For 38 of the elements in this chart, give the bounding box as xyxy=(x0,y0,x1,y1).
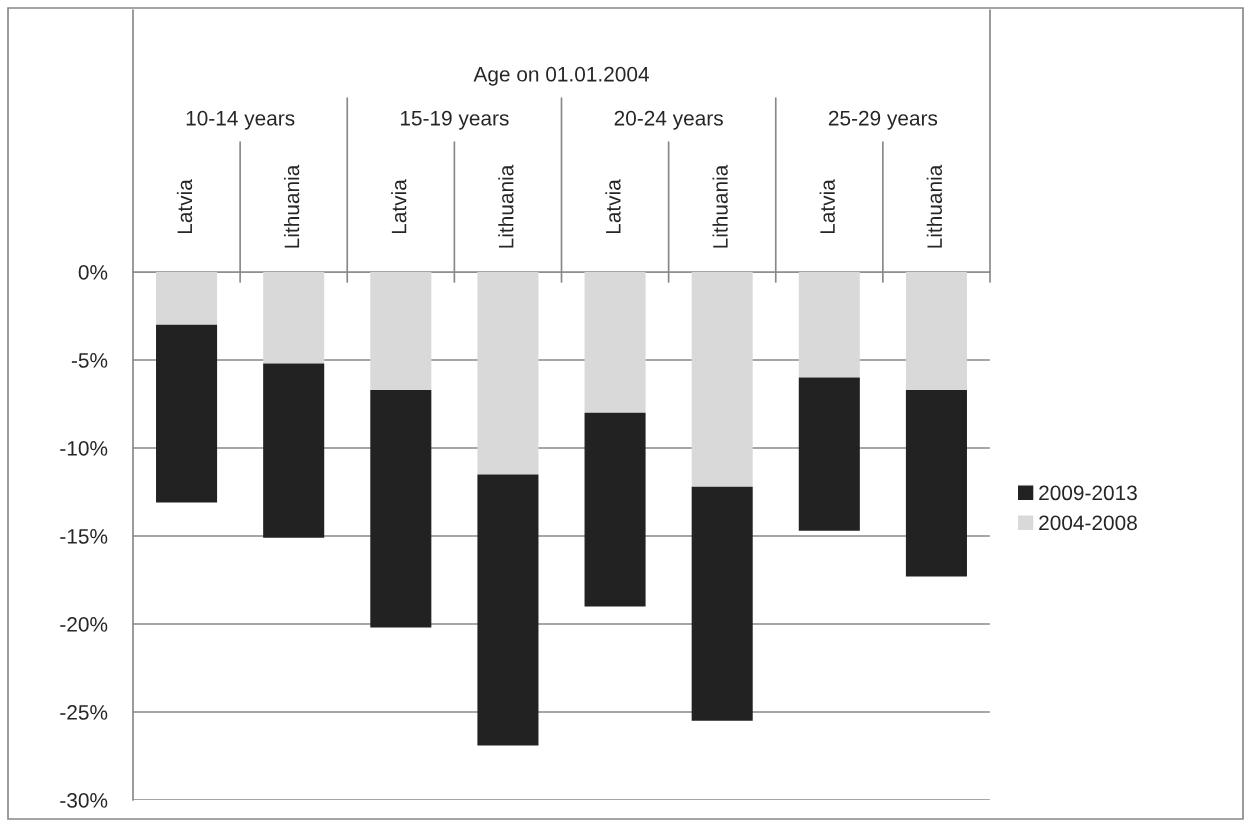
x-tick-label: Lithuania xyxy=(283,164,300,248)
y-tick-label: -25% xyxy=(60,705,108,720)
y-tick-label: -5% xyxy=(71,353,108,368)
legend-label: 2004-2008 xyxy=(1039,515,1137,531)
x-tick-label: Latvia xyxy=(605,179,621,234)
bar xyxy=(477,474,539,746)
text: 15-19 years xyxy=(400,110,509,130)
x-tick-label: Latvia xyxy=(819,179,835,234)
bar xyxy=(370,389,432,628)
bar xyxy=(263,272,325,364)
text: 20-24 years xyxy=(614,110,723,130)
bar xyxy=(156,324,218,503)
bar xyxy=(370,272,432,390)
bar xyxy=(691,486,753,721)
bar xyxy=(691,272,753,487)
bar xyxy=(584,272,646,413)
text: 10-14 years xyxy=(186,110,295,130)
x-tick-label: Lithuania xyxy=(926,164,943,248)
y-tick-label: -30% xyxy=(60,793,108,808)
bar xyxy=(584,412,646,607)
bar xyxy=(905,272,967,390)
y-tick-label: -10% xyxy=(60,441,108,456)
legend-label: 2009-2013 xyxy=(1039,485,1137,501)
x-tick-label: Latvia xyxy=(176,179,193,234)
bar xyxy=(905,389,967,577)
y-tick-label: 0% xyxy=(78,265,108,280)
bar xyxy=(263,363,325,538)
bar xyxy=(798,377,860,531)
text: 25-29 years xyxy=(828,110,938,130)
y-tick-label: -20% xyxy=(60,617,108,632)
x-tick-label: Lithuania xyxy=(712,164,728,248)
x-tick-label: Latvia xyxy=(391,179,407,234)
x-axis-title: Age on 01.01.2004 xyxy=(473,66,649,86)
x-tick-label: Lithuania xyxy=(498,164,514,248)
y-tick-label: -15% xyxy=(60,529,108,544)
bar xyxy=(156,272,218,325)
bar xyxy=(477,272,539,475)
bar xyxy=(798,272,860,378)
